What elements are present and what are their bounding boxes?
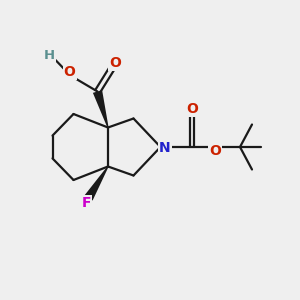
- Text: F: F: [82, 196, 91, 210]
- Text: O: O: [64, 65, 76, 79]
- Text: N: N: [159, 141, 170, 154]
- Text: O: O: [186, 102, 198, 116]
- Text: H: H: [43, 49, 55, 62]
- Text: O: O: [209, 144, 221, 158]
- Polygon shape: [84, 166, 109, 200]
- Polygon shape: [93, 90, 109, 128]
- Text: O: O: [109, 56, 121, 70]
